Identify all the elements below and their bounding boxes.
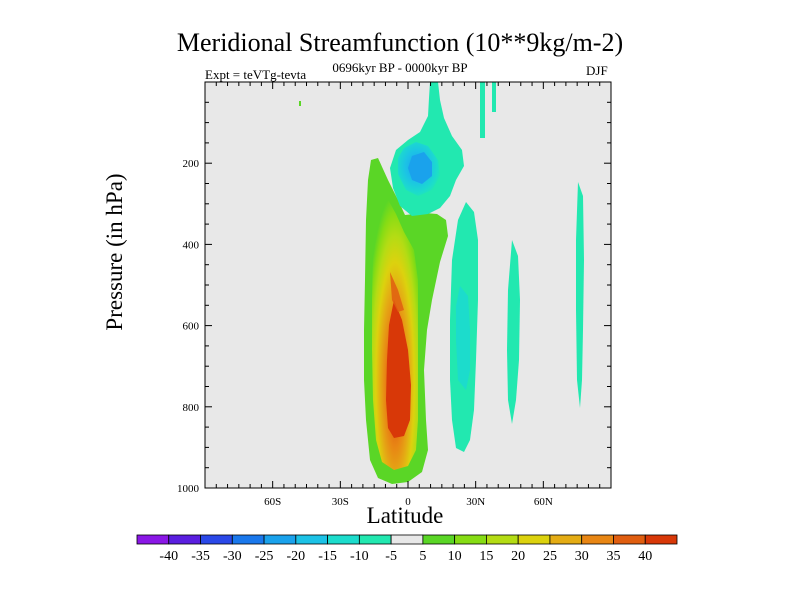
colorbar-box <box>613 534 646 545</box>
positive-cell-core-ring <box>390 272 404 312</box>
x-axis-label: Latitude <box>366 503 444 528</box>
colorbar-box <box>136 534 170 545</box>
season-label: DJF <box>586 63 608 78</box>
axis-ticks: 60S 30S 0 30N 60N 200 400 600 800 1000 <box>177 81 612 508</box>
colorbar-label: -10 <box>350 549 369 564</box>
colorbar-box <box>295 534 328 545</box>
colorbar-box <box>517 534 551 545</box>
nh-mid-negative <box>507 240 520 424</box>
colorbar-box <box>644 534 678 545</box>
colorbar-box <box>390 534 424 545</box>
x-tick-label: 60N <box>534 496 553 508</box>
x-tick-label: 30N <box>466 496 485 508</box>
colorbar: -40 -35 -30 -25 -20 -15 -10 -5 5 10 15 20 25 30 35 40 <box>136 534 678 564</box>
colorbar-box <box>231 534 265 545</box>
colorbar-label: -35 <box>191 549 210 564</box>
colorbar-label: 30 <box>575 549 589 564</box>
colorbar-box <box>327 534 360 545</box>
x-tick-label: 30S <box>332 496 349 508</box>
colorbar-label: -20 <box>286 549 305 564</box>
colorbar-label: 40 <box>638 549 652 564</box>
nh-negative-inner <box>456 286 470 390</box>
x-tick-label: 60S <box>264 496 281 508</box>
colorbar-label: 5 <box>419 549 426 564</box>
y-tick-label: 400 <box>183 239 200 251</box>
colorbar-box <box>168 534 201 545</box>
colorbar-box <box>200 534 233 545</box>
chart-subtitle: 0696kyr BP - 0000kyr BP <box>332 60 468 75</box>
upper-negative-core <box>408 152 432 184</box>
colorbar-label: 25 <box>543 549 557 564</box>
positive-cell-core <box>386 300 411 438</box>
colorbar-box <box>263 534 297 545</box>
y-tick-label: 200 <box>183 158 200 170</box>
chart-title: Meridional Streamfunction (10**9kg/m-2) <box>176 28 624 57</box>
colorbar-box <box>486 534 519 545</box>
colorbar-label: -5 <box>385 549 397 564</box>
y-tick-label: 800 <box>183 402 200 414</box>
x-tick-label: 0 <box>405 496 411 508</box>
tiny-mark <box>299 101 301 106</box>
colorbar-label: -25 <box>255 549 274 564</box>
colorbar-label: 15 <box>479 549 493 564</box>
colorbar-box <box>581 534 614 545</box>
y-tick-label: 600 <box>183 321 200 333</box>
colorbar-box <box>549 534 583 545</box>
colorbar-label: 20 <box>511 549 525 564</box>
colorbar-box <box>358 534 392 545</box>
y-tick-label: 1000 <box>177 483 200 495</box>
experiment-label: Expt = teVTg-tevta <box>205 67 307 82</box>
colorbar-label: -15 <box>318 549 337 564</box>
top-strip-1 <box>480 82 485 138</box>
colorbar-box <box>454 534 487 545</box>
colorbar-label: -30 <box>223 549 242 564</box>
colorbar-box <box>422 534 456 545</box>
top-strip-2 <box>492 82 496 112</box>
colorbar-label: 10 <box>448 549 462 564</box>
colorbar-label: -40 <box>159 549 178 564</box>
nh-high-negative <box>576 182 584 408</box>
colorbar-label: 35 <box>606 549 620 564</box>
